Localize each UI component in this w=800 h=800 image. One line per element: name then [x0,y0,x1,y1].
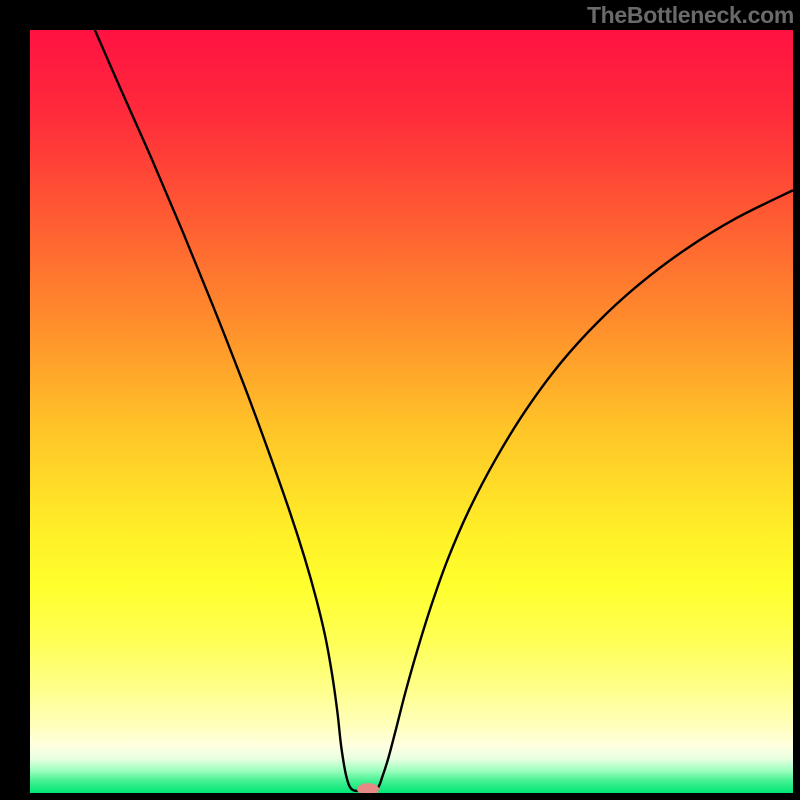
plot-area [30,30,793,795]
bottleneck-chart [0,0,800,800]
chart-container: { "watermark": { "text": "TheBottleneck.… [0,0,800,800]
watermark-text: TheBottleneck.com [587,2,794,29]
